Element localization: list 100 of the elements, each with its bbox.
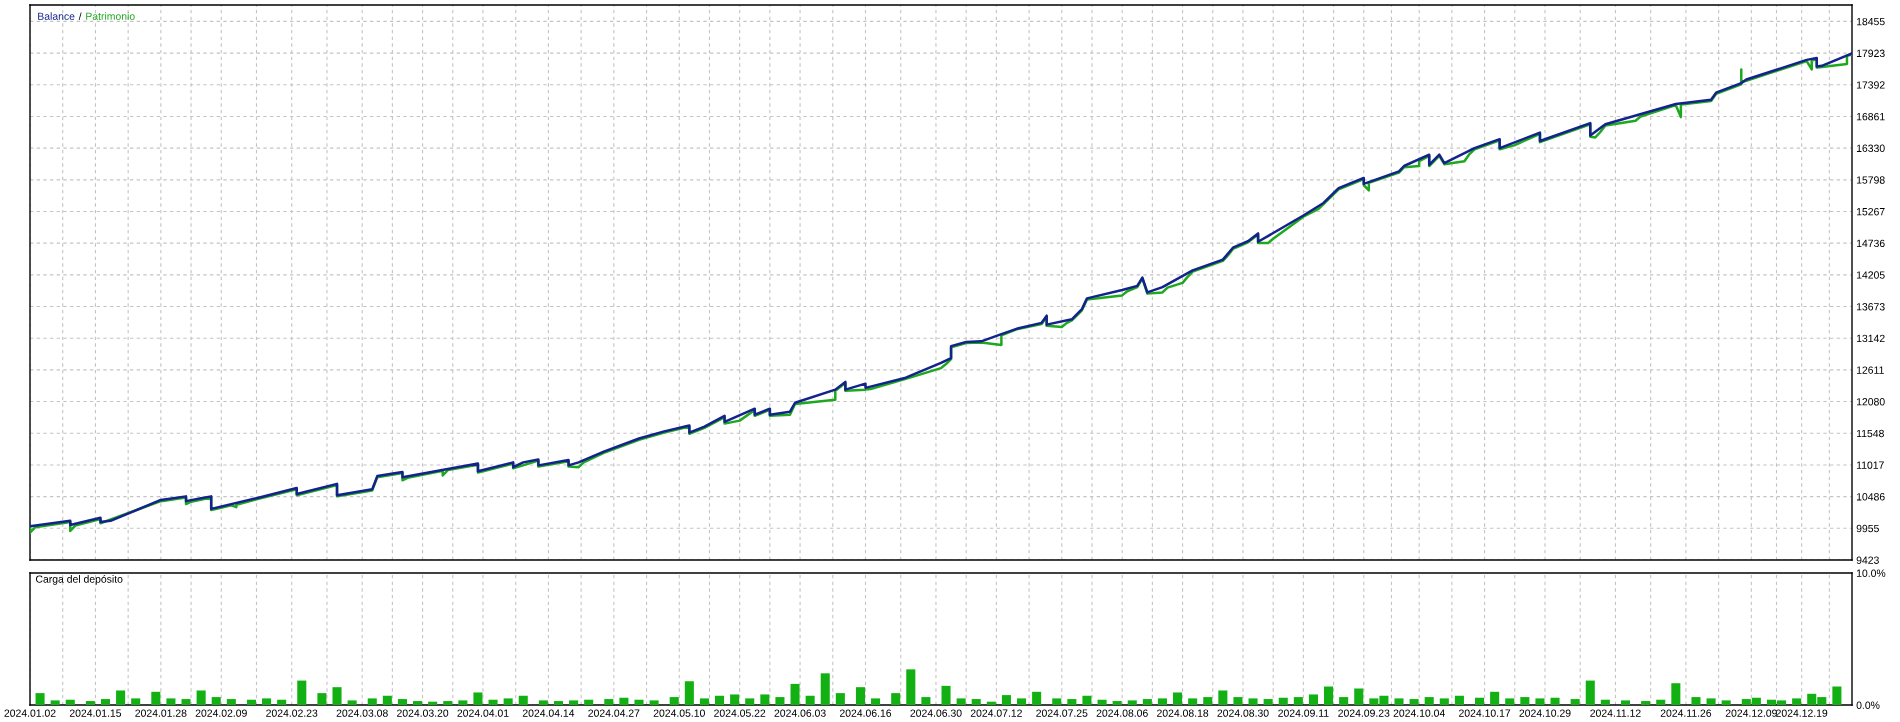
bar: [100, 699, 111, 705]
bar: [332, 687, 342, 705]
bar: [428, 701, 438, 705]
bar: [820, 673, 830, 705]
bar: [1097, 699, 1107, 705]
x-tick-label: 2024.09.23: [1338, 709, 1390, 717]
x-tick-label: 2024.07.25: [1036, 709, 1088, 717]
bar: [921, 697, 931, 705]
bar: [1293, 697, 1303, 705]
y-tick-label: 17392: [1856, 81, 1885, 89]
x-tick-label: 2024.11.12: [1590, 709, 1641, 717]
bar: [1792, 698, 1802, 705]
bar: [971, 699, 981, 705]
bar: [397, 699, 407, 705]
y-tick-label: 15798: [1856, 176, 1885, 184]
bar: [1278, 697, 1288, 705]
bar: [347, 700, 357, 705]
bar: [413, 701, 423, 705]
bar: [871, 698, 881, 705]
bar: [382, 695, 392, 705]
bar: [1188, 698, 1198, 705]
bar: [85, 701, 95, 705]
x-tick-label: 2024.08.18: [1157, 709, 1209, 717]
bar: [488, 699, 498, 705]
x-tick-label: 2024.03.08: [336, 709, 388, 717]
bar: [1600, 699, 1610, 705]
bar: [1263, 699, 1273, 705]
bar: [1535, 698, 1545, 705]
y-tick-label: 11017: [1856, 461, 1884, 469]
bar: [805, 695, 815, 705]
bar: [1067, 699, 1077, 705]
bar: [855, 687, 865, 705]
x-tick-label: 2024.02.09: [195, 709, 247, 717]
x-tick-label: 2024.02.23: [266, 709, 318, 717]
x-tick-label: 2024.09.11: [1278, 709, 1329, 717]
bar: [1505, 698, 1515, 705]
bar: [730, 694, 740, 705]
bar: [1173, 692, 1183, 705]
x-tick-label: 2024.10.29: [1519, 709, 1571, 717]
x-tick-label: 2024.12.19: [1776, 709, 1828, 717]
bar: [473, 692, 483, 705]
y-tick-label: 14736: [1856, 239, 1885, 248]
y-tick-label: 15267: [1856, 208, 1885, 216]
x-tick-label: 2024.04.01: [457, 709, 509, 717]
bar: [745, 698, 755, 705]
bar: [1112, 701, 1122, 705]
bar: [760, 694, 770, 705]
x-tick-label: 2024.10.04: [1393, 709, 1445, 717]
bar: [35, 693, 45, 705]
bar: [1641, 701, 1651, 705]
bar: [1454, 695, 1464, 705]
x-tick-label: 2024.01.15: [69, 709, 122, 717]
bar: [211, 697, 221, 705]
bar: [553, 701, 564, 705]
x-tick-label: 2024.05.22: [714, 709, 766, 717]
bar: [1032, 691, 1042, 705]
y-tick-label: 10.0%: [1856, 569, 1886, 577]
x-tick-label: 2024.12.09: [1725, 709, 1777, 717]
bar: [1324, 686, 1334, 705]
bar: [1691, 697, 1701, 705]
bar: [262, 698, 272, 705]
bar: [1520, 697, 1530, 705]
bar: [181, 699, 191, 705]
text: Balance: [38, 12, 75, 20]
y-tick-label: 13142: [1856, 334, 1885, 343]
bar: [226, 699, 236, 705]
bar: [956, 698, 966, 705]
x-tick-label: 2024.06.16: [839, 709, 892, 717]
x-tick-label: 2024.08.30: [1217, 709, 1269, 717]
bar: [131, 698, 141, 705]
bar: [1127, 700, 1137, 705]
bar: [246, 699, 256, 705]
bar: [1409, 699, 1419, 705]
bar: [941, 685, 951, 705]
bar: [1656, 699, 1666, 705]
bar: [569, 700, 579, 705]
bar: [1721, 700, 1731, 705]
bar: [1570, 699, 1580, 705]
annotation: /: [78, 12, 82, 21]
bar: [1832, 686, 1842, 705]
bar: [443, 701, 453, 705]
y-tick-label: 12611: [1856, 366, 1884, 374]
bar: [458, 700, 468, 705]
bar: [604, 699, 614, 705]
bar: [1585, 680, 1595, 705]
bar: [1017, 698, 1027, 705]
bar: [367, 698, 377, 705]
bar: [906, 669, 916, 705]
x-tick-label: 2024.06.30: [910, 709, 962, 717]
bar: [166, 698, 176, 705]
bar: [65, 699, 75, 705]
y-tick-label: 9423: [1856, 556, 1879, 564]
text: Patrimonio: [86, 12, 135, 20]
bar: [1671, 683, 1681, 705]
y-tick-label: 13673: [1856, 303, 1885, 311]
bar: [277, 699, 287, 705]
y-tick-label: 16861: [1856, 112, 1885, 121]
x-tick-label: 2024.01.28: [135, 709, 187, 717]
bar: [715, 695, 725, 705]
bar: [619, 697, 629, 705]
